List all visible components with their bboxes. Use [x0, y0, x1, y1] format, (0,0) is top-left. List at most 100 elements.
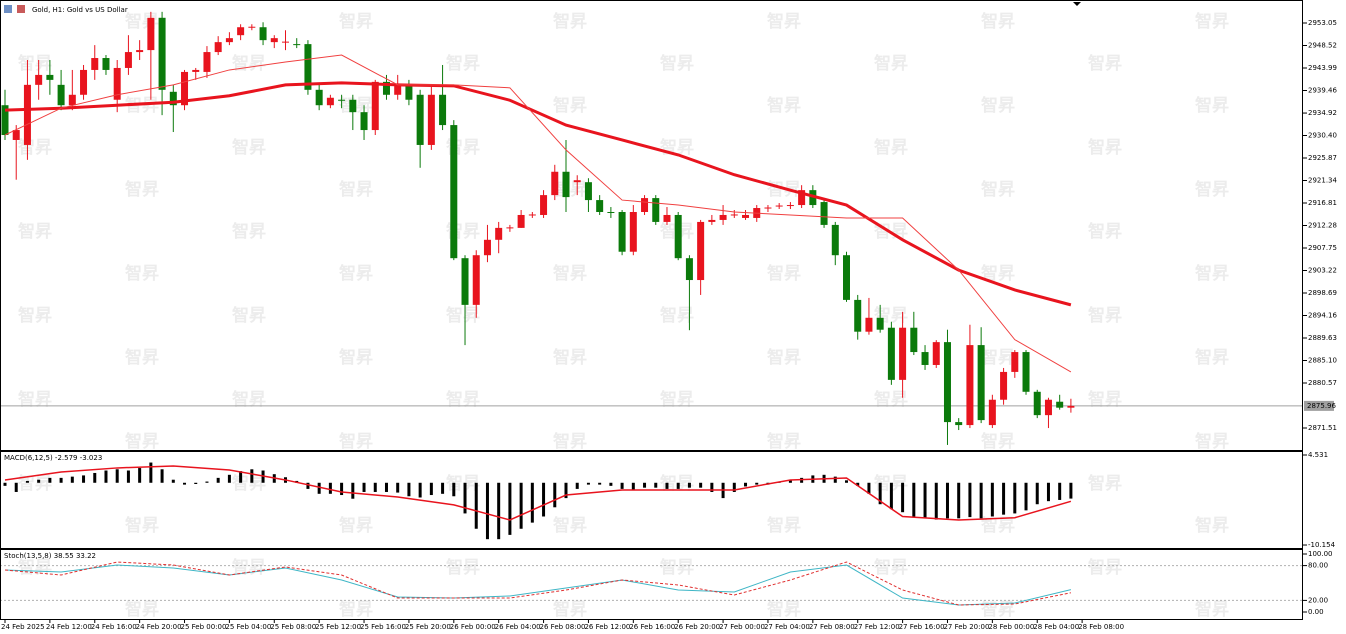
candle-body — [798, 190, 806, 206]
watermark: 智昇 — [660, 305, 694, 326]
macd-bar — [856, 482, 860, 486]
candle-body — [730, 214, 738, 216]
candle-body — [528, 214, 536, 216]
x-tick-label: 24 Feb 16:00 — [91, 623, 137, 631]
current-price-label: 2875.96 — [1307, 402, 1336, 410]
candle-body — [1, 105, 9, 136]
macd-bar — [519, 482, 523, 529]
candle-body — [439, 94, 447, 126]
candle-body — [315, 89, 323, 106]
candle-body — [820, 202, 828, 225]
macd-bar — [1013, 482, 1017, 514]
candle-body — [1056, 401, 1064, 408]
macd-bar — [710, 482, 714, 492]
candle-body — [102, 58, 110, 70]
candle-body — [35, 74, 43, 85]
x-tick-label: 26 Feb 00:00 — [450, 623, 496, 631]
candle-body — [80, 69, 88, 95]
macd-bar — [867, 482, 871, 494]
macd-title: MACD(6,12,5) -2.579 -3.023 — [4, 454, 102, 462]
watermark: 智昇 — [125, 95, 159, 116]
macd-bar — [979, 482, 983, 519]
watermark: 智昇 — [339, 11, 373, 32]
candle-body — [596, 200, 604, 212]
candle-body — [865, 317, 873, 332]
candle-body — [394, 84, 402, 95]
candle-body — [338, 99, 346, 101]
watermark: 智昇 — [18, 305, 52, 326]
y-tick-label: 2921.34 — [1308, 177, 1337, 185]
watermark: 智昇 — [553, 515, 587, 536]
watermark: 智昇 — [125, 431, 159, 452]
watermark: 智昇 — [660, 557, 694, 578]
candle-body — [371, 81, 379, 131]
current-price-box — [1304, 400, 1334, 411]
watermark: 智昇 — [1088, 221, 1122, 242]
macd-bar — [878, 482, 882, 505]
y-tick-label: 2948.52 — [1308, 42, 1337, 50]
stoch-title: Stoch(13,5,8) 38.55 33.22 — [4, 552, 96, 560]
candle-body — [304, 44, 312, 90]
watermark: 智昇 — [553, 347, 587, 368]
stoch-line — [4, 561, 1071, 606]
y-tick-label: 2885.10 — [1308, 356, 1337, 364]
menu-icon[interactable] — [4, 5, 12, 13]
candle-body — [977, 345, 985, 421]
macd-bar — [48, 477, 52, 483]
macd-bar — [755, 482, 759, 485]
watermark: 智昇 — [660, 53, 694, 74]
candle-body — [955, 422, 963, 426]
candle-body — [237, 27, 245, 36]
candle-body — [1044, 399, 1052, 416]
candle-body — [203, 52, 211, 72]
watermark: 智昇 — [981, 599, 1015, 620]
macd-bar — [800, 477, 804, 483]
candle-body — [618, 211, 626, 252]
macd-bar — [957, 482, 961, 519]
macd-bar — [530, 482, 534, 523]
candle-body — [562, 171, 570, 198]
macd-bar — [418, 482, 422, 498]
watermark: 智昇 — [874, 137, 908, 158]
macd-bar — [676, 482, 680, 489]
watermark: 智昇 — [1195, 431, 1229, 452]
macd-bar — [452, 482, 456, 497]
watermark: 智昇 — [1088, 137, 1122, 158]
window-icon[interactable] — [17, 5, 25, 13]
candle-body — [943, 342, 951, 423]
candle-body — [57, 84, 65, 106]
candle-body — [876, 317, 884, 330]
x-tick-label: 25 Feb 16:00 — [360, 623, 406, 631]
watermark: 智昇 — [446, 53, 480, 74]
watermark: 智昇 — [18, 137, 52, 158]
watermark: 智昇 — [981, 431, 1015, 452]
macd-bar — [317, 482, 321, 494]
candle-body — [843, 255, 850, 300]
x-tick-label: 27 Feb 04:00 — [764, 623, 810, 631]
macd-signal — [4, 465, 1072, 521]
macd-bar — [441, 482, 445, 494]
candle-body — [136, 50, 144, 53]
macd-bar — [216, 477, 220, 483]
x-tick-label: 25 Feb 00:00 — [181, 623, 227, 631]
candle-body — [192, 69, 200, 72]
macd-bar — [654, 482, 658, 488]
macd-bar — [183, 482, 187, 485]
y-tick-label: 4.531 — [1308, 451, 1328, 459]
watermark: 智昇 — [1088, 473, 1122, 494]
x-tick-label: 27 Feb 00:00 — [719, 623, 765, 631]
candle-body — [1033, 391, 1041, 416]
watermark: 智昇 — [767, 515, 801, 536]
candle-body — [831, 224, 839, 256]
y-tick-label: 2889.63 — [1308, 334, 1337, 342]
watermark: 智昇 — [767, 263, 801, 284]
x-tick-label: 24 Feb 2025 — [1, 623, 45, 631]
macd-bar — [70, 476, 74, 483]
candle-body — [349, 99, 357, 113]
candle-body — [472, 255, 480, 305]
macd-bar — [37, 479, 41, 483]
candle-body — [708, 219, 716, 222]
macd-bar — [3, 482, 7, 486]
macd-bar — [306, 482, 310, 489]
